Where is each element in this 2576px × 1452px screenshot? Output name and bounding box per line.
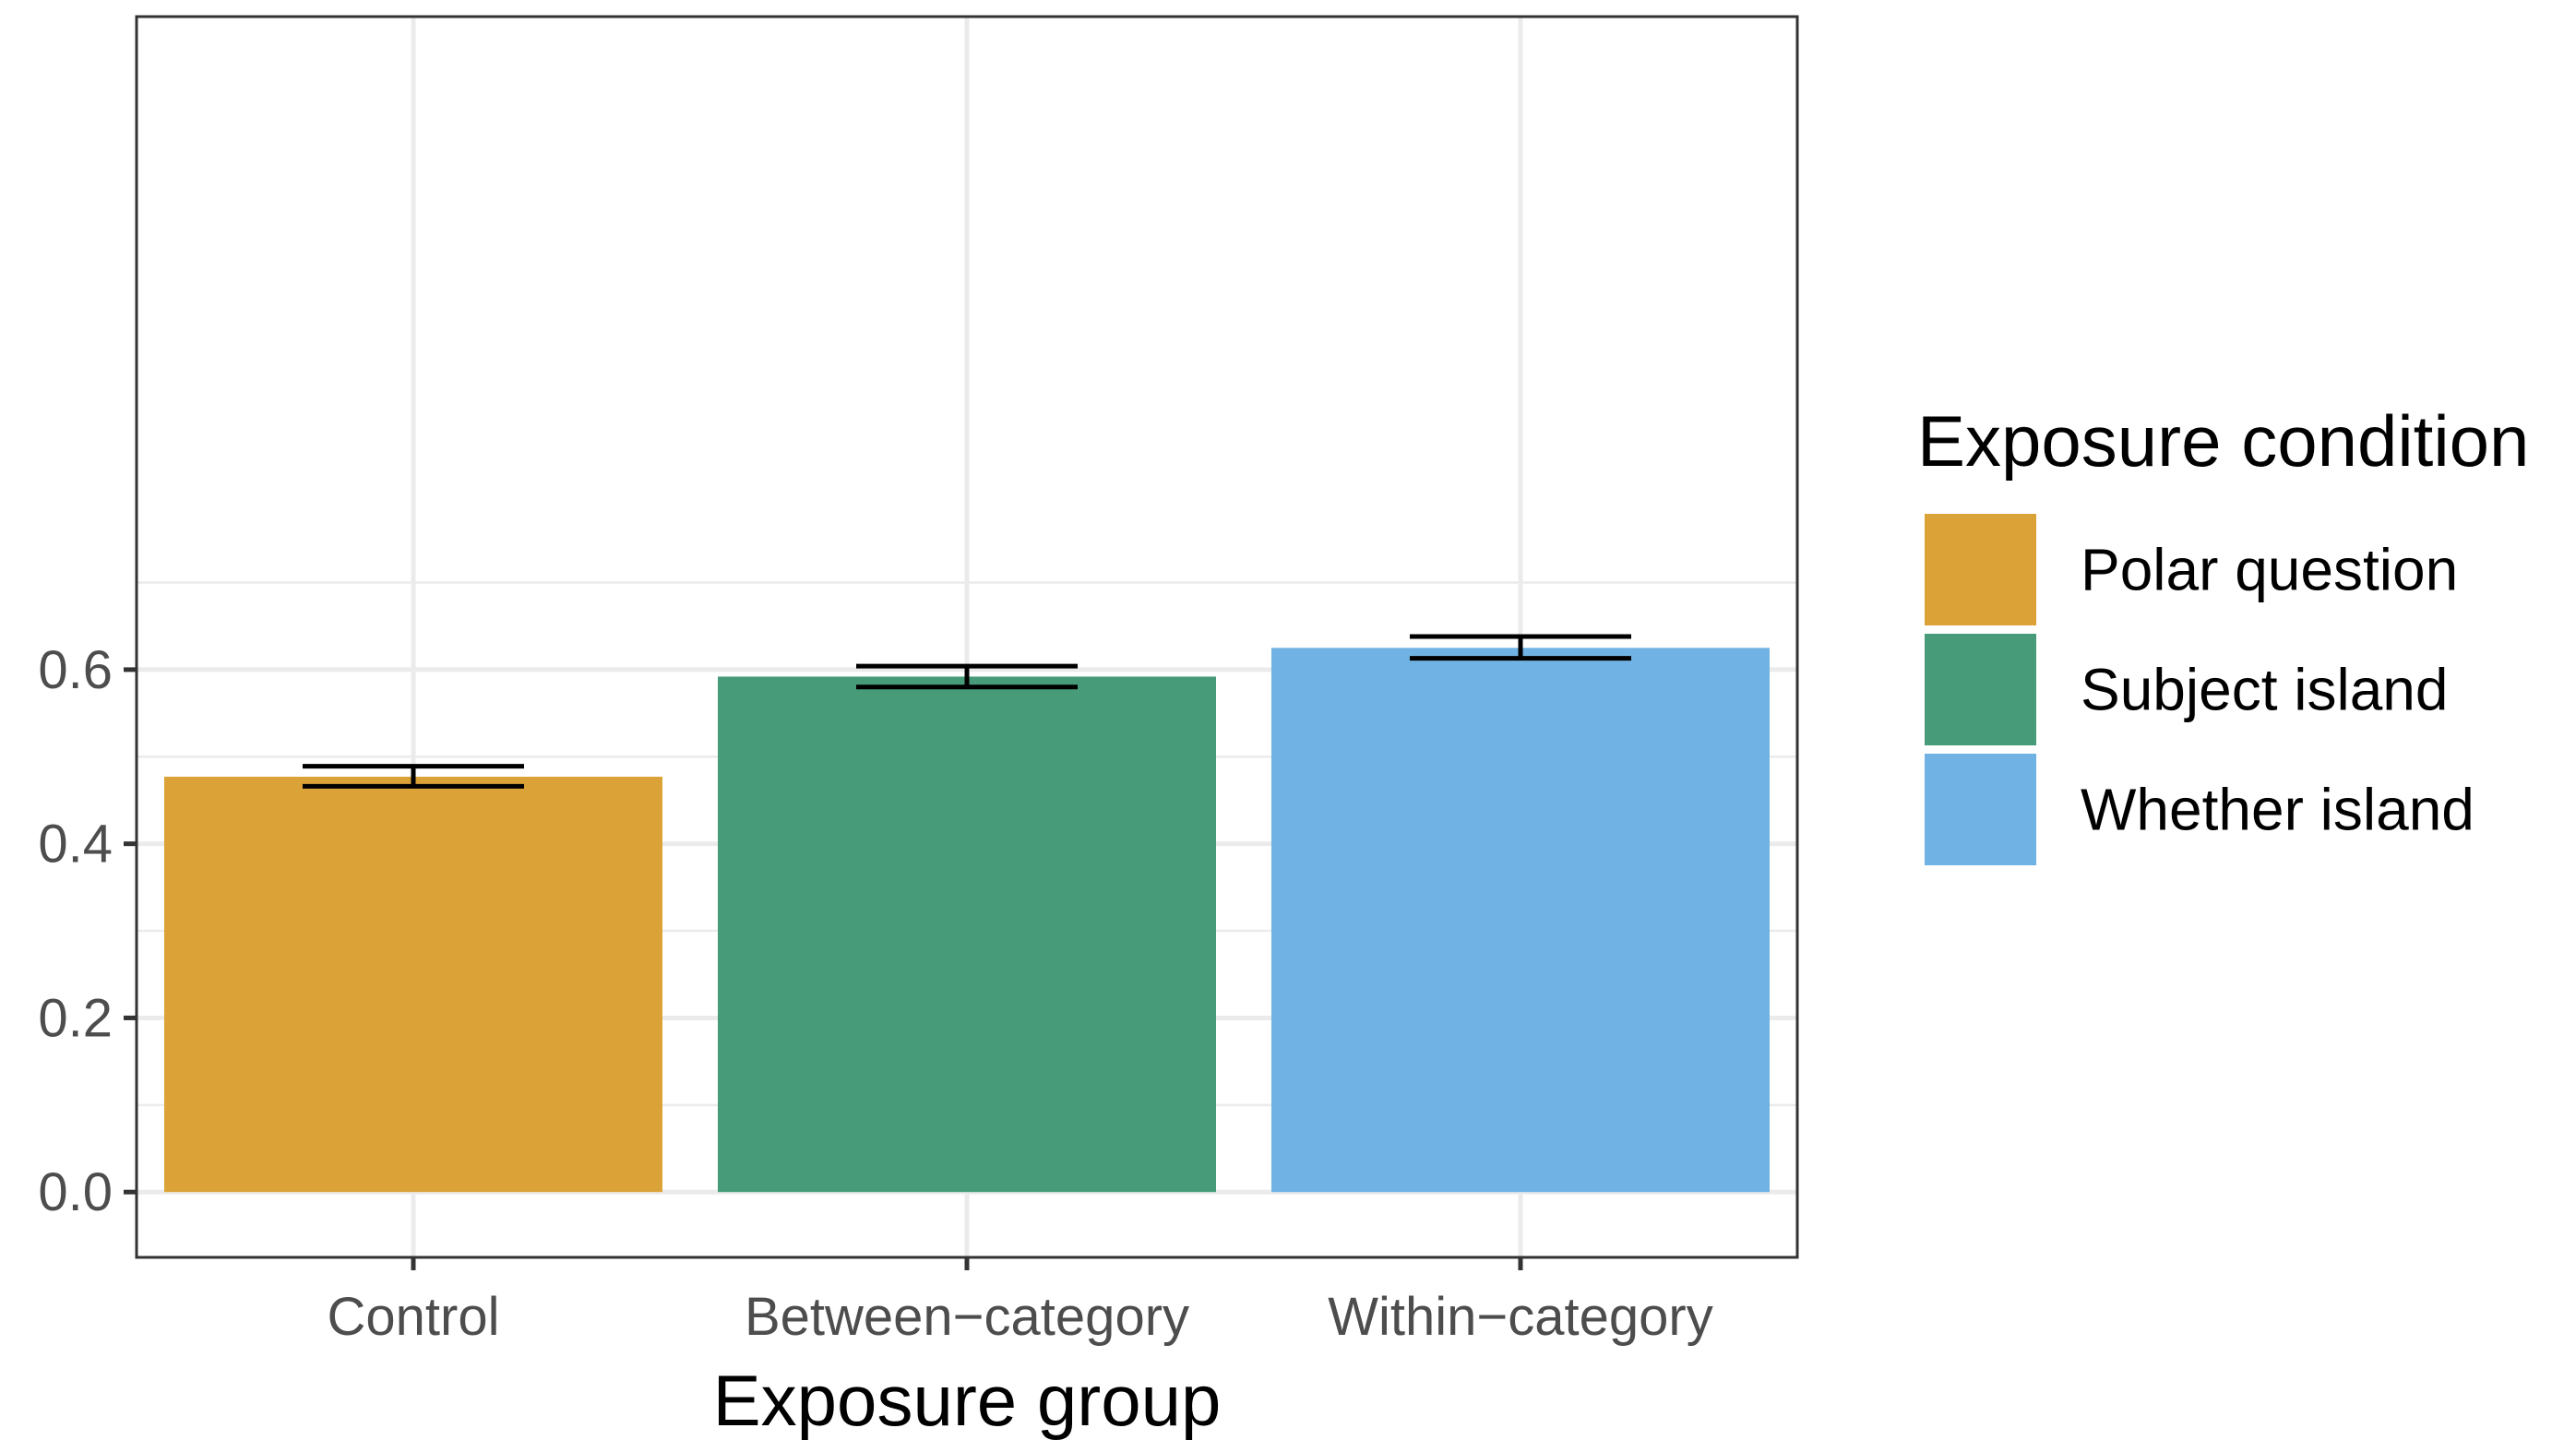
x-axis-ticks: Control Between−category Within−category <box>328 1257 1713 1347</box>
legend-key <box>1925 514 2036 625</box>
legend: Exposure condition Polar question Subject… <box>1917 400 2529 865</box>
legend-label: Whether island <box>2081 777 2475 843</box>
x-tick-label: Control <box>328 1287 500 1347</box>
y-tick-label: 0.4 <box>38 815 113 875</box>
legend-key <box>1925 754 2036 865</box>
y-tick-label: 0.0 <box>38 1162 113 1222</box>
bar <box>1271 648 1770 1193</box>
y-tick-label: 0.6 <box>38 640 113 700</box>
bars <box>164 648 1770 1193</box>
x-axis-title: Exposure group <box>713 1360 1222 1441</box>
bar <box>164 776 662 1193</box>
legend-label: Polar question <box>2081 537 2458 603</box>
y-axis-ticks: 0.0 0.2 0.4 0.6 <box>38 640 137 1222</box>
x-tick-label: Between−category <box>745 1287 1189 1347</box>
x-tick-label: Within−category <box>1328 1287 1712 1347</box>
legend-title: Exposure condition <box>1917 400 2529 482</box>
legend-key <box>1925 634 2036 745</box>
y-tick-label: 0.2 <box>38 988 113 1048</box>
legend-label: Subject island <box>2081 657 2448 723</box>
error-bars <box>303 634 1631 789</box>
bar <box>718 676 1216 1193</box>
legend-items: Polar question Subject island Whether isla… <box>1925 514 2475 865</box>
